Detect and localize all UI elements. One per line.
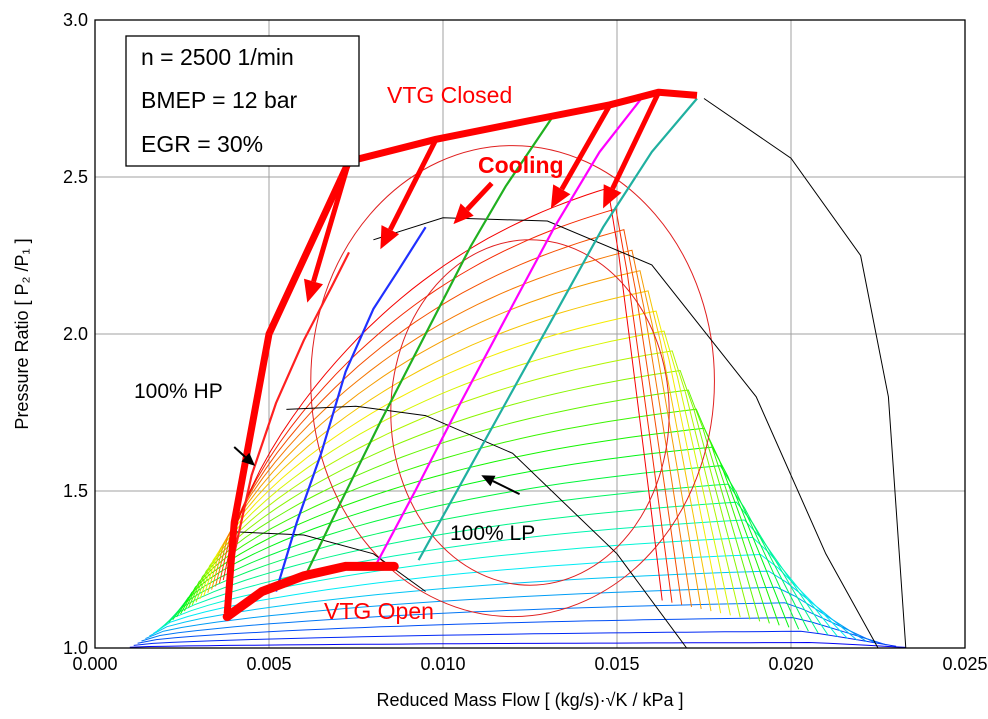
efficiency-contours bbox=[129, 145, 906, 648]
efficiency-contour bbox=[137, 617, 887, 646]
efficiency-contour bbox=[199, 330, 731, 616]
info-line-3: EGR = 30% bbox=[141, 131, 263, 157]
efficiency-contour bbox=[215, 249, 692, 607]
efficiency-contour bbox=[207, 290, 712, 612]
efficiency-contour bbox=[191, 369, 751, 620]
efficiency-contour bbox=[145, 586, 868, 643]
cooling-arrow bbox=[610, 91, 662, 190]
cooling-arrow-head bbox=[603, 184, 622, 209]
cooling-arrow-head bbox=[550, 184, 571, 209]
efficiency-contour bbox=[156, 536, 838, 637]
cooling-arrow-head bbox=[304, 278, 323, 303]
y-tick-label: 3.0 bbox=[63, 10, 88, 30]
operating-line bbox=[274, 226, 427, 592]
efficiency-contour bbox=[203, 310, 722, 614]
lp-pointer-arrow bbox=[492, 480, 521, 496]
x-tick-label: 0.005 bbox=[246, 654, 291, 674]
cooling-arrow bbox=[559, 103, 613, 191]
vtg-closed-label: VTG Closed bbox=[387, 82, 512, 108]
vtg-open-label: VTG Open bbox=[324, 598, 434, 624]
y-tick-label: 1.5 bbox=[63, 481, 88, 501]
efficiency-contour bbox=[211, 270, 702, 610]
operating-line bbox=[372, 97, 643, 571]
x-axis-label: Reduced Mass Flow [ (kg/s)·√K / kPa ] bbox=[377, 690, 684, 710]
speed-line bbox=[234, 531, 426, 592]
speed-line bbox=[703, 98, 907, 649]
cooling-arrow bbox=[388, 138, 439, 231]
efficiency-contour bbox=[149, 570, 858, 641]
vtg-open-path bbox=[222, 561, 399, 622]
efficiency-contour bbox=[152, 553, 848, 639]
efficiency-contour bbox=[222, 208, 673, 603]
x-tick-label: 0.010 bbox=[420, 654, 465, 674]
y-tick-label: 1.0 bbox=[63, 638, 88, 658]
operating-line bbox=[226, 251, 350, 614]
cooling-arrow bbox=[311, 160, 352, 283]
cooling-arrow bbox=[465, 181, 494, 212]
info-line-2: BMEP = 12 bar bbox=[141, 87, 298, 113]
efficiency-contour bbox=[133, 630, 897, 647]
y-tick-label: 2.5 bbox=[63, 167, 88, 187]
annotation-arrows bbox=[233, 91, 662, 496]
x-tick-label: 0.020 bbox=[768, 654, 813, 674]
efficiency-contour bbox=[129, 641, 906, 648]
cooling-arrow-head bbox=[453, 203, 474, 225]
x-tick-label: 0.000 bbox=[72, 654, 117, 674]
cooling-arrow-head bbox=[380, 225, 400, 250]
x-tick-label: 0.015 bbox=[594, 654, 639, 674]
efficiency-island bbox=[310, 145, 715, 618]
hp-pointer-arrow-head bbox=[241, 452, 256, 466]
lp-pointer-arrow-head bbox=[481, 475, 496, 487]
efficiency-contour bbox=[226, 187, 663, 601]
efficiency-contour bbox=[176, 446, 790, 628]
efficiency-contour bbox=[195, 350, 741, 618]
efficiency-contour bbox=[218, 228, 683, 605]
efficiency-contour bbox=[180, 427, 780, 626]
efficiency-contour bbox=[172, 465, 800, 630]
operating-line bbox=[302, 113, 556, 580]
hp-label: 100% HP bbox=[134, 380, 223, 403]
speed-line bbox=[373, 217, 879, 649]
plot-frame bbox=[94, 19, 966, 649]
speed-line bbox=[286, 405, 688, 649]
efficiency-contour bbox=[164, 501, 819, 634]
speed-lines bbox=[234, 98, 907, 649]
lp-label: 100% LP bbox=[450, 522, 535, 545]
tick-labels: 0.000 0.005 0.010 0.015 0.020 0.025 1.0 1.5 2.0 2… bbox=[63, 10, 988, 674]
x-tick-label: 0.025 bbox=[942, 654, 987, 674]
efficiency-island bbox=[390, 239, 670, 586]
cooling-label: Cooling bbox=[478, 152, 564, 178]
info-line-1: n = 2500 1/min bbox=[141, 44, 294, 70]
info-box bbox=[125, 35, 360, 167]
hp-pointer-arrow bbox=[233, 446, 247, 458]
efficiency-contour bbox=[183, 408, 770, 624]
y-tick-label: 2.0 bbox=[63, 324, 88, 344]
operating-line bbox=[417, 97, 698, 561]
y-axis-label: Pressure Ratio [ P₂ /P₁ ] bbox=[12, 238, 32, 429]
